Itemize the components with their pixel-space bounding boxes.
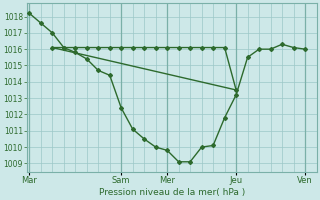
X-axis label: Pression niveau de la mer( hPa ): Pression niveau de la mer( hPa ): [99, 188, 245, 197]
